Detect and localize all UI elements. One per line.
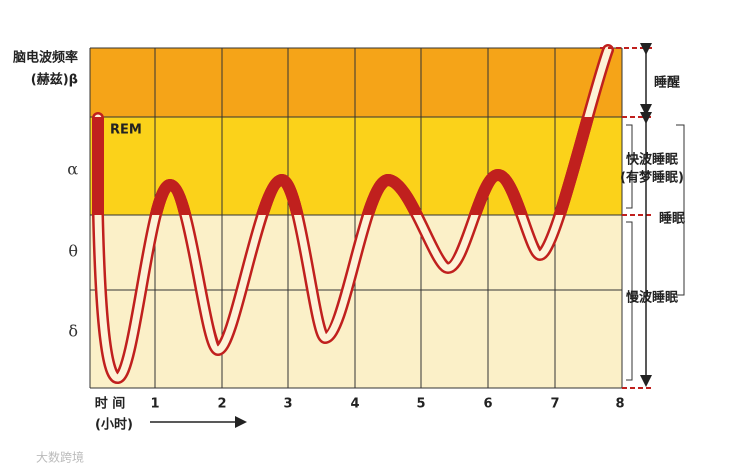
hour-label: 4 xyxy=(350,397,359,412)
title-line1: 脑电波频率 xyxy=(13,50,78,66)
stage-fast-note: (有梦睡眠) xyxy=(620,170,684,186)
sleep-curve xyxy=(92,44,614,384)
band-label: α xyxy=(67,160,78,179)
hour-label: 2 xyxy=(217,397,226,412)
hour-label: 8 xyxy=(615,397,624,412)
stage-fast: 快波睡眠 xyxy=(626,152,678,168)
stage-sleep: 睡眠 xyxy=(659,211,685,227)
x-axis-unit: (小时) xyxy=(95,417,133,433)
band-label: δ xyxy=(68,322,78,341)
band-label: θ xyxy=(68,242,78,261)
hour-label: 3 xyxy=(283,397,292,412)
stage-slow: 慢波睡眠 xyxy=(626,290,678,306)
rem-label: REM xyxy=(110,123,142,138)
stage-markers xyxy=(600,43,685,389)
title-line2: (赫兹)β xyxy=(31,72,78,88)
alpha-band xyxy=(90,117,622,215)
beta-band xyxy=(90,48,622,117)
stage-awake: 睡醒 xyxy=(654,75,680,91)
hour-label: 6 xyxy=(483,397,492,412)
watermark: 大数跨境 xyxy=(36,450,84,465)
hour-label: 5 xyxy=(416,397,425,412)
hour-label: 7 xyxy=(550,397,559,412)
hour-label: 1 xyxy=(150,397,159,412)
hour-labels: 1 2 3 4 5 6 7 8 xyxy=(150,397,624,412)
x-axis-label: 时 间 xyxy=(95,396,126,412)
